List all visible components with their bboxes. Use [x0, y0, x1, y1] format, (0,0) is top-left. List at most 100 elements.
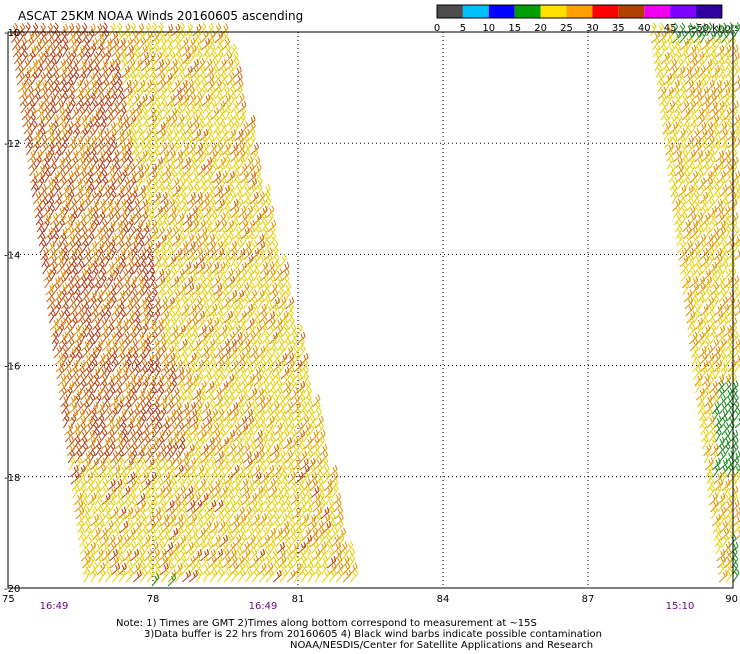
color-scale-swatch [696, 5, 722, 18]
wind-barb [115, 177, 122, 190]
wind-barb [716, 213, 724, 225]
wind-barb [223, 457, 229, 470]
wind-barb [161, 51, 167, 64]
wind-barb [160, 304, 168, 317]
wind-barb [252, 569, 259, 582]
wind-barb [127, 422, 133, 435]
wind-barb [301, 569, 307, 582]
wind-barb [244, 248, 252, 260]
wind-barb [688, 317, 694, 330]
note-line-1: Note: 1) Times are GMT 2)Times along bot… [116, 618, 537, 629]
wind-barb [46, 23, 53, 36]
wind-barb [335, 507, 343, 519]
wind-barb [662, 114, 669, 127]
wind-barb [116, 23, 122, 36]
wind-barb [230, 303, 237, 316]
wind-barb [147, 149, 153, 162]
wind-barb [178, 226, 184, 239]
wind-barb [718, 282, 725, 295]
wind-barb [79, 527, 85, 540]
wind-barb [105, 416, 113, 428]
wind-barb [681, 268, 688, 281]
wind-barb [313, 500, 321, 512]
wind-barb [107, 171, 115, 183]
wind-barb [109, 23, 116, 36]
wind-barb [122, 122, 130, 135]
wind-barb [681, 101, 689, 114]
wind-barb [208, 450, 214, 463]
wind-barb [289, 478, 296, 491]
wind-barb [80, 542, 88, 555]
wind-barb [81, 289, 88, 302]
wind-barb [160, 457, 167, 470]
wind-barb [81, 282, 88, 295]
wind-barb [139, 562, 145, 575]
wind-barb [195, 248, 203, 260]
wind-barb [216, 353, 224, 365]
wind-barb [687, 206, 695, 219]
wind-barb [201, 135, 207, 148]
wind-barb [719, 401, 726, 414]
wind-barb [58, 374, 66, 386]
wind-barb [205, 66, 213, 78]
wind-barb [139, 45, 147, 57]
wind-barb [325, 541, 331, 554]
wind-barb [182, 409, 190, 421]
wind-barb [136, 380, 142, 393]
wind-barb [185, 534, 192, 547]
wind-barb [710, 219, 717, 232]
wind-barb [138, 135, 145, 148]
wind-barb [86, 324, 92, 337]
wind-barb [719, 289, 726, 302]
wind-barb [22, 108, 30, 121]
wind-barb [184, 374, 192, 386]
wind-barb [243, 451, 251, 463]
wind-barb [145, 450, 152, 463]
wind-barb [259, 254, 266, 267]
wind-barb [138, 37, 145, 50]
wind-barb [176, 367, 184, 379]
wind-barb [64, 59, 72, 72]
lon-label: 75 [2, 594, 15, 605]
lat-label: -16 [4, 362, 20, 373]
wind-barb [289, 527, 296, 540]
wind-barb [69, 457, 75, 470]
wind-barb [157, 73, 165, 85]
wind-barb [723, 157, 731, 169]
wind-barb [315, 408, 322, 421]
color-scale-swatch [644, 5, 670, 18]
wind-barb [90, 303, 97, 316]
wind-barb [350, 569, 357, 582]
wind-barb [661, 107, 667, 120]
wind-barb [131, 499, 137, 512]
wind-barb [87, 121, 93, 134]
note-line-2: 3)Data buffer is 22 hrs from 20160605 4)… [144, 629, 602, 640]
wind-barb [80, 178, 88, 190]
wind-barb [40, 135, 47, 148]
wind-barb [206, 73, 214, 85]
wind-barb [311, 486, 319, 498]
wind-barb [67, 23, 74, 36]
wind-barb [99, 367, 107, 379]
wind-barb [214, 338, 220, 351]
wind-barb [66, 227, 74, 239]
color-scale-swatch [463, 5, 489, 18]
wind-barb [109, 549, 117, 561]
wind-barb [23, 114, 30, 127]
wind-barb [701, 94, 709, 106]
wind-barb [221, 289, 228, 302]
swath-time-1: 16:49 [40, 601, 69, 612]
wind-barb [87, 485, 94, 498]
wind-barb [163, 430, 171, 443]
wind-barb [288, 317, 294, 330]
wind-barb [733, 514, 740, 526]
wind-barb [222, 394, 229, 407]
wind-barb [234, 73, 242, 85]
note-line-3: NOAA/NESDIS/Center for Satellite Applica… [290, 640, 593, 650]
wind-barb [68, 38, 76, 50]
wind-barb [707, 191, 713, 204]
wind-barb [48, 248, 56, 260]
lat-label: -10 [4, 28, 20, 39]
